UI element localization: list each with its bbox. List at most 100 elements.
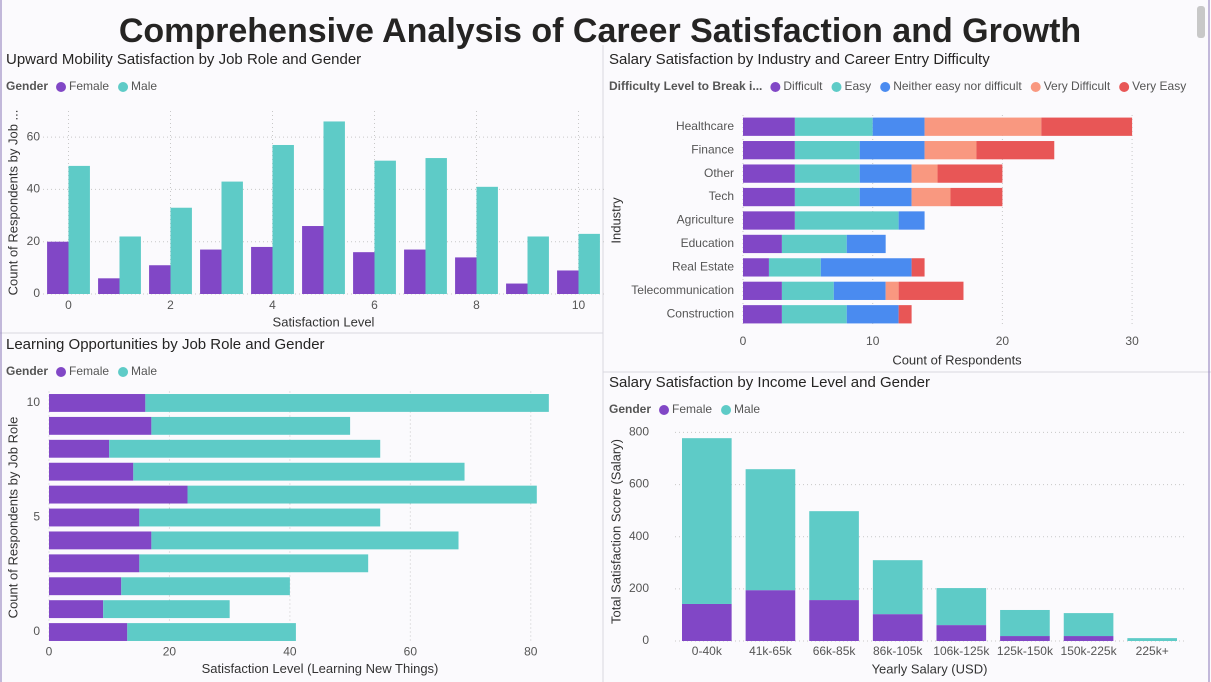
legend-swatch <box>1119 82 1130 92</box>
bar <box>1041 117 1133 136</box>
legend-swatch <box>770 82 781 92</box>
bar <box>302 226 324 294</box>
bar <box>794 117 873 136</box>
bar <box>743 281 782 300</box>
scrollbar[interactable] <box>1197 6 1205 38</box>
bar <box>743 141 795 160</box>
bar <box>794 211 899 230</box>
x-tick-label: 86k-105k <box>873 644 923 658</box>
y-tick-label: 60 <box>27 129 41 143</box>
bar <box>768 258 821 277</box>
y-tick-label: 0 <box>33 286 40 300</box>
bar <box>139 508 381 527</box>
bar <box>794 141 860 160</box>
bar <box>885 281 899 300</box>
x-tick-label: 225k+ <box>1136 644 1169 658</box>
x-tick-label: 0-40k <box>692 644 723 658</box>
x-tick-label: 2 <box>167 298 174 312</box>
legend-label: Male <box>734 402 760 416</box>
legend-label: Female <box>672 402 712 416</box>
legend-label: Neither easy nor difficult <box>893 79 1022 93</box>
chart-title: Salary Satisfaction by Income Level and … <box>609 374 930 391</box>
x-tick-label: 0 <box>65 298 72 312</box>
legend-title: Gender <box>609 402 651 416</box>
x-tick-label: 10 <box>866 334 880 348</box>
legend-swatch <box>831 82 842 92</box>
legend-label: Male <box>131 364 157 378</box>
bar <box>149 265 171 294</box>
legend-title: Gender <box>6 79 48 93</box>
y-tick-label: 10 <box>27 395 41 409</box>
chart-title: Upward Mobility Satisfaction by Job Role… <box>6 51 361 68</box>
legend-swatch <box>721 405 732 415</box>
y-tick-label: Finance <box>691 142 734 156</box>
bar <box>745 469 796 591</box>
bar <box>794 187 860 207</box>
x-tick-label: 40 <box>283 645 297 659</box>
chart-title: Salary Satisfaction by Industry and Care… <box>609 51 990 68</box>
bar <box>681 603 732 641</box>
x-axis-title: Satisfaction Level <box>273 314 375 329</box>
x-tick-label: 6 <box>371 298 378 312</box>
y-tick-label: Other <box>704 166 734 180</box>
bar <box>49 623 128 641</box>
y-tick-label: Education <box>681 236 734 250</box>
bar <box>323 121 345 294</box>
bar <box>743 234 782 254</box>
x-tick-label: 80 <box>524 645 538 659</box>
y-tick-label: 0 <box>642 633 649 647</box>
legend-label: Female <box>69 79 109 93</box>
x-tick-label: 30 <box>1125 334 1139 348</box>
y-tick-label: Healthcare <box>676 119 734 133</box>
x-tick-label: 20 <box>996 334 1010 348</box>
bar <box>745 590 796 641</box>
y-tick-label: 200 <box>629 581 649 595</box>
bar <box>145 394 549 412</box>
y-axis-title: Count of Respondents by Job ... <box>5 110 20 296</box>
bar <box>251 246 273 294</box>
x-tick-label: 4 <box>269 298 276 312</box>
bar <box>119 236 141 294</box>
bar <box>170 207 192 294</box>
legend-swatch <box>118 82 129 92</box>
legend-swatch <box>118 367 129 377</box>
bar <box>139 554 369 573</box>
bar <box>1000 609 1050 637</box>
bar <box>127 623 296 641</box>
bar <box>794 164 860 183</box>
y-tick-label: Telecommunication <box>631 283 734 297</box>
bar <box>49 416 152 435</box>
legend-label: Very Easy <box>1132 79 1186 93</box>
legend-label: Male <box>131 79 157 93</box>
chart-title: Learning Opportunities by Job Role and G… <box>6 336 325 353</box>
bar <box>455 257 477 294</box>
bar <box>476 186 498 294</box>
bar <box>49 508 140 527</box>
bar <box>781 234 847 254</box>
bar <box>49 577 122 596</box>
legend-swatch <box>880 82 891 92</box>
bar <box>527 236 549 294</box>
bar <box>743 117 795 136</box>
bar <box>98 278 120 294</box>
bar <box>809 600 859 641</box>
bar <box>950 187 1003 207</box>
bar <box>221 181 243 294</box>
bar <box>743 187 795 207</box>
bar <box>121 577 290 596</box>
bar <box>743 164 795 183</box>
bar <box>49 531 152 550</box>
y-axis-title: Industry <box>608 197 623 244</box>
dashboard-title: Comprehensive Analysis of Career Satisfa… <box>119 12 1081 50</box>
bar <box>898 305 912 324</box>
bar <box>425 158 447 294</box>
bar <box>936 625 987 641</box>
bar <box>846 234 886 254</box>
bar <box>898 281 964 300</box>
bar <box>68 165 90 294</box>
bar <box>272 144 294 294</box>
bar <box>743 305 782 324</box>
y-tick-label: Tech <box>709 189 734 203</box>
bar <box>1000 636 1050 641</box>
y-tick-label: Construction <box>667 306 734 320</box>
